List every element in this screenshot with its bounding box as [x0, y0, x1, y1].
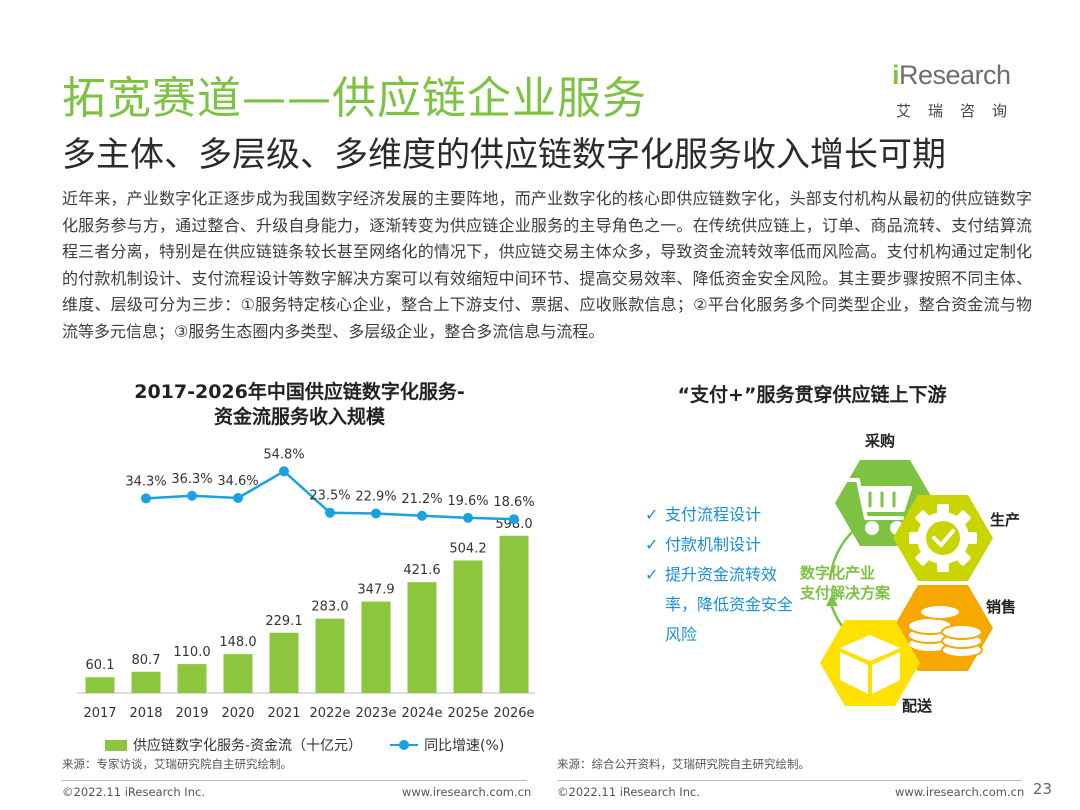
x-tick-label: 2026e — [493, 706, 534, 721]
x-tick-label: 2017 — [83, 706, 116, 721]
x-tick-label: 2025e — [447, 706, 488, 721]
node-procurement-label: 采购 — [864, 432, 895, 450]
growth-rate-label: 23.5% — [309, 489, 350, 504]
bar-value-label: 148.0 — [219, 635, 256, 650]
sales-hexagon — [893, 585, 993, 671]
revenue-bar — [85, 677, 115, 693]
check-item-text: 付款机制设计 — [665, 535, 762, 554]
check-item-text: 提升资金流转效率，降低资金安全风险 — [665, 565, 794, 644]
revenue-bar-line-chart: 60.1 2017 80.7 2018 110.0 2019 148.0 2020 229.1 2… — [77, 447, 535, 721]
check-icon: ✓ — [645, 565, 659, 584]
growth-rate-label: 22.9% — [355, 490, 396, 505]
revenue-bar — [453, 560, 483, 693]
intro-paragraph: 近年来，产业数字化正逐步成为我国数字经济发展的主要阵地，而产业数字化的核心即供应… — [62, 189, 1032, 341]
revenue-bar — [499, 535, 529, 693]
x-tick-label: 2023e — [355, 706, 396, 721]
bar-value-label: 283.0 — [311, 600, 348, 615]
chart-legend: 供应链数字化服务-资金流（十亿元） 同比增速(%) — [105, 735, 504, 755]
gear-check-icon — [909, 504, 977, 572]
revenue-bar — [223, 654, 253, 693]
package-box-icon — [840, 635, 900, 694]
footer-copyright-left: ©2022.11 iResearch Inc. — [62, 785, 205, 799]
revenue-bar — [131, 671, 161, 693]
check-item: ✓ 提升资金流转效率，降低资金安全风险 — [645, 560, 795, 650]
growth-rate-point — [325, 507, 335, 518]
supply-chain-hexagon-diagram: 采购 生产 — [799, 432, 1020, 715]
footer-divider-right — [557, 780, 1022, 781]
revenue-bar — [269, 632, 299, 693]
check-item: ✓ 付款机制设计 — [645, 530, 795, 560]
growth-rate-label: 21.2% — [401, 492, 442, 507]
chart-title-line2: 资金流服务收入规模 — [213, 406, 385, 428]
node-delivery-label: 配送 — [902, 697, 933, 715]
x-tick-label: 2024e — [401, 706, 442, 721]
service-checklist: ✓ 支付流程设计 ✓ 付款机制设计 ✓ 提升资金流转效率，降低资金安全风险 — [645, 500, 795, 650]
growth-rate-label: 34.6% — [217, 474, 258, 489]
growth-rate-point — [417, 510, 427, 521]
bar-value-label: 60.1 — [86, 658, 115, 673]
footer-url-right: www.iresearch.com.cn — [895, 785, 1025, 799]
x-tick-label: 2018 — [129, 706, 162, 721]
node-sales-label: 销售 — [986, 598, 1016, 616]
growth-rate-label: 36.3% — [171, 472, 212, 487]
footer-divider-left — [62, 780, 527, 781]
x-tick-label: 2022e — [309, 706, 350, 721]
right-panel-title: “支付+”服务贯穿供应链上下游 — [677, 384, 947, 406]
page-title: 拓宽赛道——供应链企业服务 — [62, 73, 647, 124]
growth-rate-point — [509, 514, 519, 525]
growth-rate-point — [187, 490, 197, 501]
page-subtitle: 多主体、多层级、多维度的供应链数字化服务收入增长可期 — [62, 135, 946, 175]
revenue-bar — [361, 601, 391, 693]
bar-value-label: 80.7 — [132, 653, 161, 668]
logo-prefix: i — [892, 60, 900, 90]
x-tick-label: 2021 — [267, 706, 300, 721]
footer-copyright-right: ©2022.11 iResearch Inc. — [557, 785, 700, 799]
growth-rate-label: 54.8% — [263, 447, 304, 462]
logo-word-rest: Research — [899, 60, 1011, 90]
source-note-left: 来源：专家访谈，艾瑞研究院自主研究绘制。 — [62, 757, 292, 771]
chart-title: 2017-2026年中国供应链数字化服务- 资金流服务收入规模 — [62, 380, 537, 430]
logo-subtitle: 艾瑞咨询 — [896, 102, 1025, 120]
node-production-label: 生产 — [990, 511, 1020, 529]
production-hexagon — [893, 495, 993, 581]
source-note-right: 来源：综合公开资料，艾瑞研究院自主研究绘制。 — [557, 757, 810, 771]
cycle-arrow-head-bottom — [826, 594, 838, 606]
chart-title-line1: 2017-2026年中国供应链数字化服务- — [134, 381, 465, 403]
revenue-bar — [177, 664, 207, 693]
center-label-line2: 支付解决方案 — [799, 584, 891, 602]
page-number: 23 — [1032, 780, 1052, 798]
check-item: ✓ 支付流程设计 — [645, 500, 795, 530]
bar-value-label: 110.0 — [173, 645, 210, 660]
x-tick-label: 2020 — [221, 706, 254, 721]
growth-rate-point — [371, 508, 381, 519]
iresearch-logo: iResearch 艾瑞咨询 — [892, 60, 1028, 122]
logo-wordmark: iResearch — [892, 60, 1011, 91]
check-icon: ✓ — [645, 535, 659, 554]
bar-value-label: 347.9 — [357, 583, 394, 598]
growth-rate-point — [233, 493, 243, 504]
bar-value-label: 504.2 — [449, 541, 486, 556]
check-item-text: 支付流程设计 — [665, 505, 762, 524]
growth-rate-point — [279, 466, 289, 477]
legend-line-label: 同比增速(%) — [424, 738, 505, 754]
legend-bar-label: 供应链数字化服务-资金流（十亿元） — [133, 738, 363, 754]
growth-rate-label: 19.6% — [447, 494, 488, 509]
growth-rate-label: 18.6% — [493, 495, 534, 510]
bar-value-label: 598.0 — [495, 517, 532, 532]
footer-url-left: www.iresearch.com.cn — [402, 785, 532, 799]
legend-line-swatch — [390, 739, 419, 751]
bar-value-label: 421.6 — [403, 563, 440, 578]
x-tick-label: 2019 — [175, 706, 208, 721]
growth-rate-point — [463, 512, 473, 523]
delivery-hexagon — [820, 620, 920, 706]
legend-bar-swatch — [105, 739, 127, 751]
check-icon: ✓ — [645, 505, 659, 524]
center-label-line1: 数字化产业 — [800, 564, 875, 582]
revenue-bar — [407, 582, 437, 693]
growth-rate-label: 34.3% — [125, 474, 166, 489]
growth-rate-point — [141, 493, 151, 504]
bar-value-label: 229.1 — [265, 614, 302, 629]
revenue-bar — [315, 618, 345, 693]
